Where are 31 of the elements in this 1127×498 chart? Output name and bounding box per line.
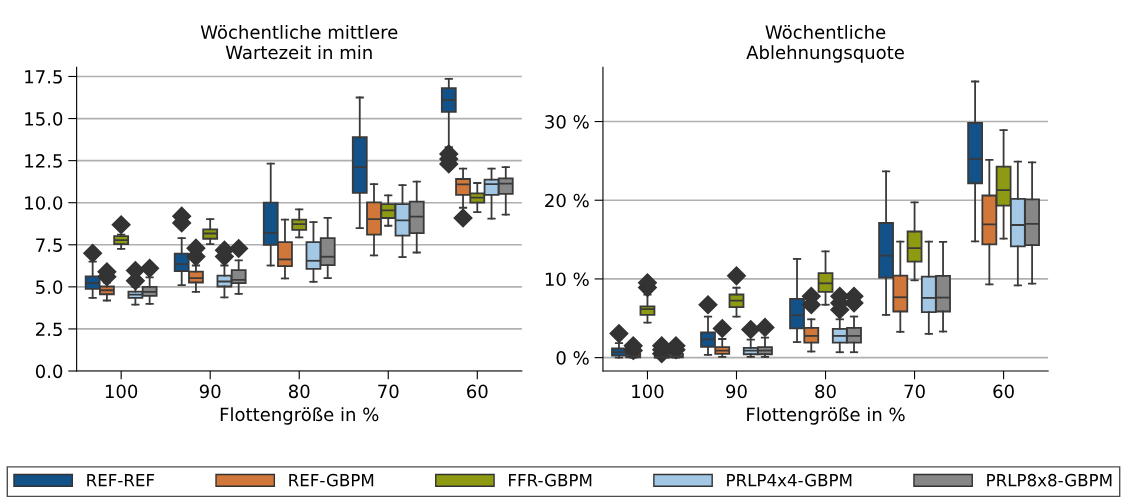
legend-label: PRLP8x8-GBPM	[987, 473, 1112, 487]
y-tick-label: 17.5	[25, 70, 62, 84]
y-tick-label: 30 %	[545, 114, 589, 129]
y-tick-label: 5.0	[36, 280, 63, 294]
y-tick-label: 10.0	[25, 196, 63, 210]
chart-title: Wöchentliche Ablehnungsquote	[746, 24, 904, 63]
legend-label: REF-GBPM	[289, 473, 374, 487]
x-tick-label: 80	[815, 384, 836, 399]
x-tick-label: 90	[726, 384, 747, 399]
y-tick-label: 7.5	[36, 238, 62, 252]
y-tick-label: 0.0	[35, 364, 63, 379]
x-tick-label: 90	[199, 384, 221, 399]
legend-label: PRLP4x4-GBPM	[727, 473, 852, 487]
y-tick-label: 2.5	[36, 322, 62, 337]
legend-label: REF-REF	[87, 474, 155, 487]
x-axis-title: Flottengröße in %	[747, 407, 905, 425]
y-tick-label: 20 %	[545, 193, 589, 208]
legend-label: FFR-GBPM	[509, 473, 592, 487]
x-tick-label: 100	[105, 384, 138, 399]
y-tick-label: 10 %	[545, 272, 589, 287]
chart-title: Wöchentliche mittlere Wartezeit in min	[200, 24, 398, 60]
x-tick-label: 60	[993, 384, 1014, 399]
x-tick-label: 60	[467, 384, 488, 399]
x-axis-title: Flottengröße in %	[220, 407, 379, 425]
y-tick-label: 15.0	[25, 112, 63, 126]
x-tick-label: 70	[378, 384, 399, 399]
x-tick-label: 100	[632, 384, 664, 399]
y-tick-label: 12.5	[25, 154, 62, 168]
y-tick-label: 0 %	[556, 351, 589, 365]
x-tick-label: 80	[288, 384, 310, 399]
x-tick-label: 70	[904, 384, 925, 399]
